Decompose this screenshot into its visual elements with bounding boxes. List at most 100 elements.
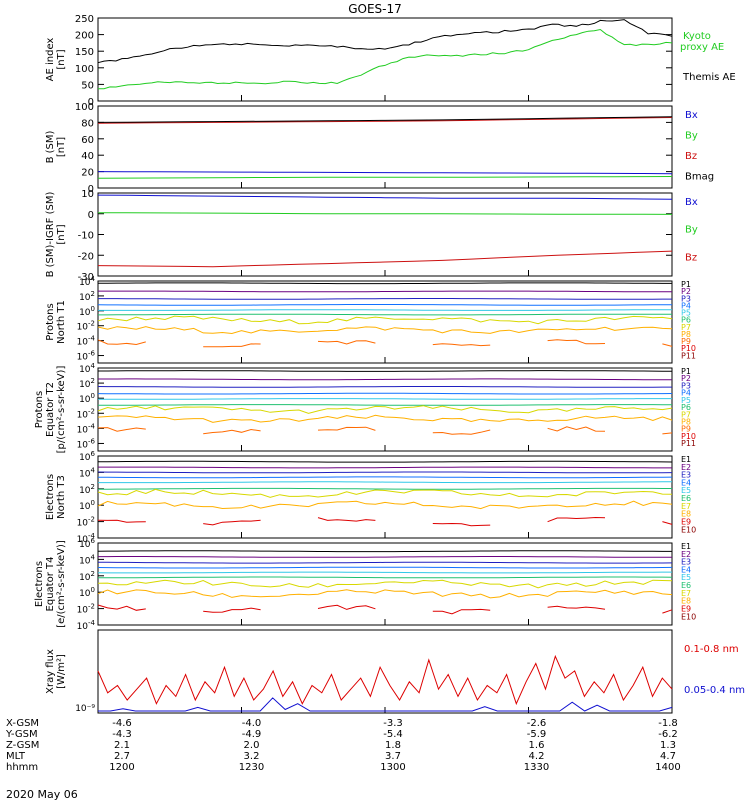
panel-bsm: B (SM) [nT] Bx By Bz Bmag 100 80 60 40 20 0	[45, 102, 714, 195]
axis-cell: -5.4	[383, 729, 403, 740]
y-tick-label: 104	[79, 466, 95, 479]
axis-cell: 1330	[524, 762, 549, 773]
series-line-p4	[97, 392, 673, 395]
y-tick-label: -30	[78, 272, 94, 283]
y-tick-label: 100	[79, 499, 95, 512]
axis-row-label: X-GSM	[6, 718, 39, 729]
legend-entry: P1	[681, 280, 691, 289]
y-axis-label: [nT]	[56, 49, 67, 69]
y-tick-label: 104	[79, 553, 95, 566]
legend-entry: E2	[681, 550, 691, 559]
y-tick-label: 10-6	[77, 437, 96, 450]
axis-cell: 3.2	[244, 751, 260, 762]
series-line-e2	[98, 466, 672, 469]
axis-cell: 3.7	[385, 751, 401, 762]
y-tick-label: 102	[79, 290, 95, 303]
y-tick-label: 20	[81, 168, 94, 179]
series-line-p9	[97, 339, 673, 348]
series-line-p1	[98, 370, 672, 372]
panel-xray: Xray flux [W/m²] 0.1-0.8 nm 0.05-0.4 nm 10⁻⁹	[45, 629, 745, 714]
panel-et4: Electrons Equator T4 [e/(cm²-s-sr-keV)] E1E…	[34, 537, 696, 632]
legend-entry: P9	[681, 425, 691, 434]
y-axis-label: Equator T4	[45, 557, 56, 612]
series-line-e5	[97, 571, 672, 574]
panel-frame	[97, 192, 673, 277]
series-line-kyoto-proxy-ae	[97, 28, 673, 90]
axis-cell: -3.3	[383, 718, 403, 729]
legend-entry: E2	[681, 463, 691, 472]
y-tick-label: 102	[79, 377, 95, 390]
y-tick-label: 100	[75, 64, 94, 75]
y-tick-label: -20	[78, 251, 94, 262]
y-tick-label: 10-2	[77, 320, 95, 333]
y-tick-label: 10-4	[77, 335, 96, 348]
legend-entry: P10	[681, 432, 696, 441]
y-axis-label: [nT]	[56, 224, 67, 244]
y-tick-label: 104	[79, 275, 95, 288]
legend-entry: E9	[681, 604, 691, 613]
series-line-p2	[98, 290, 672, 293]
legend-entry: E5	[681, 573, 691, 582]
y-axis-label: Electrons	[34, 561, 45, 607]
y-tick-label: 100	[79, 305, 95, 318]
series-line-themis-ae	[97, 19, 673, 64]
y-tick-label: 50	[81, 80, 94, 91]
axis-cell: 4.7	[660, 751, 676, 762]
panel-frame	[97, 280, 673, 364]
legend-entry: P7	[681, 410, 691, 419]
legend-entry: P11	[681, 351, 696, 360]
series-line-p7	[97, 315, 673, 325]
y-axis-label: Protons	[45, 303, 56, 340]
series-line-bx	[97, 171, 673, 175]
y-tick-label: 0	[88, 97, 94, 108]
date-label: 2020 May 06	[6, 788, 78, 800]
panel-frame	[97, 17, 673, 102]
axis-cell: -2.6	[527, 718, 547, 729]
y-axis-label: Electrons	[45, 474, 56, 520]
panel-bigrf: B (SM)-IGRF (SM) [nT] Bx By Bz 10 0 -10 -20 -30	[45, 189, 698, 283]
panel-frame	[97, 455, 673, 539]
axis-row-label: hhmm	[6, 762, 38, 773]
series-line-by	[97, 212, 673, 215]
legend-entry: Bx	[685, 110, 698, 121]
y-tick-label: 80	[81, 118, 94, 129]
series-line-e2	[98, 556, 672, 558]
series-line-p6	[98, 313, 672, 316]
series-line-p5	[98, 309, 672, 311]
legend-entry: E5	[681, 486, 691, 495]
series-line-p1	[98, 282, 672, 285]
legend-entry: P2	[681, 374, 691, 383]
legend-entry: E6	[681, 494, 691, 503]
axis-cell: 1200	[109, 762, 134, 773]
series-line-bmag	[97, 116, 673, 123]
plot-title: GOES-17	[348, 2, 402, 16]
axis-cell: 1400	[655, 762, 680, 773]
y-tick-label: 10-2	[77, 603, 95, 616]
legend-entry: E7	[681, 502, 691, 511]
legend-entry: proxy AE	[680, 42, 724, 53]
y-tick-label: 10⁻⁹	[75, 704, 95, 714]
legend-entry: P4	[681, 389, 691, 398]
legend-entry: P9	[681, 337, 691, 346]
y-tick-label: 106	[79, 450, 95, 463]
legend-entry: E3	[681, 558, 691, 567]
legend-entry: E4	[681, 478, 691, 487]
series-line-p5	[97, 398, 672, 400]
series-line-p3	[97, 386, 672, 388]
series-line-e7	[97, 579, 673, 589]
legend-entry: E6	[681, 581, 691, 590]
y-tick-label: -10	[78, 231, 94, 242]
legend-entry: E10	[681, 525, 696, 534]
y-tick-label: 100	[79, 392, 95, 405]
series-line-e4	[97, 566, 673, 569]
legend-entry: By	[685, 131, 698, 142]
y-tick-label: 106	[79, 537, 95, 550]
legend-entry: Bmag	[685, 172, 714, 183]
y-axis-label: B (SM)	[45, 130, 56, 163]
axis-cell: -4.9	[242, 729, 262, 740]
axis-cell: -4.0	[242, 718, 262, 729]
